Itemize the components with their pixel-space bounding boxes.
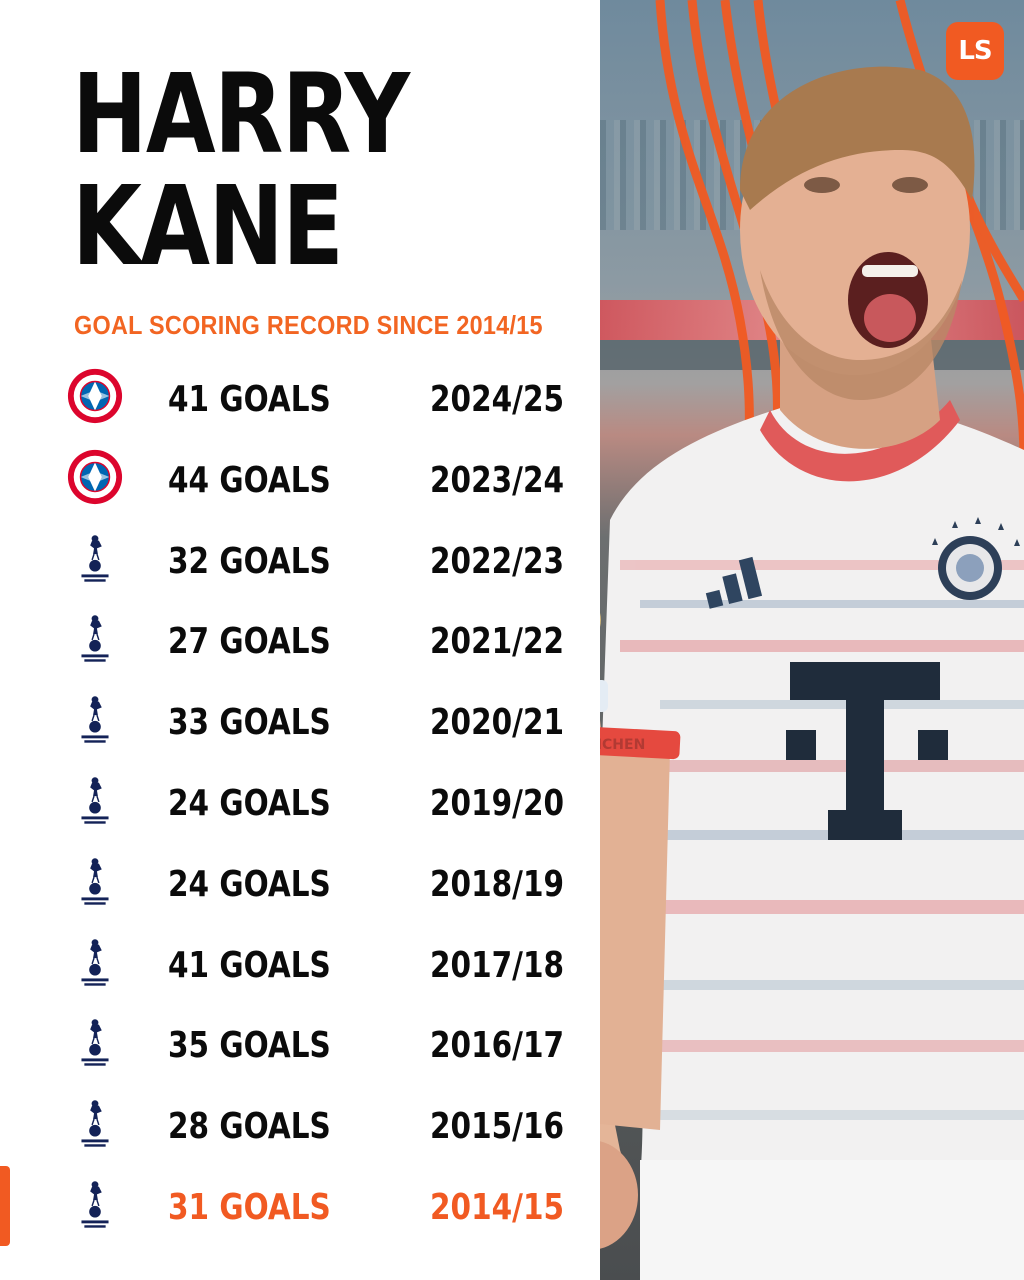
season-label: 2021/22: [430, 621, 565, 663]
tottenham-crest-icon: [66, 1013, 124, 1071]
page-title: HARRY KANE: [72, 50, 410, 290]
goal-count: 32 GOALS: [168, 540, 331, 582]
goal-count: 41 GOALS: [168, 379, 331, 420]
season-row: 41 GOALS 2024/25: [0, 365, 600, 445]
tottenham-crest-icon: [66, 1094, 124, 1152]
fifa-patch: [600, 612, 601, 628]
season-label: 2015/16: [430, 1106, 565, 1148]
season-row: 32 GOALS 2022/23: [0, 527, 600, 607]
season-row: 27 GOALS 2021/22: [0, 607, 600, 687]
goal-count: 33 GOALS: [168, 702, 331, 744]
goal-count: 27 GOALS: [168, 621, 331, 663]
tottenham-crest-icon: [66, 1175, 124, 1233]
telekom-sponsor-logo: [786, 662, 948, 840]
tottenham-crest-icon: [66, 529, 124, 587]
tottenham-crest-icon: [66, 933, 124, 991]
bayern-crest-icon: [66, 367, 124, 425]
season-label: 2024/25: [430, 379, 565, 420]
season-row: 41 GOALS 2017/18: [0, 931, 600, 1011]
bayern-shirt-badge: [932, 517, 1020, 600]
season-row: 24 GOALS 2018/19: [0, 850, 600, 930]
goal-count: 41 GOALS: [168, 944, 331, 986]
title-last-name: KANE: [72, 162, 344, 290]
tottenham-crest-icon: [66, 852, 124, 910]
season-label: 2014/15: [430, 1187, 565, 1228]
accent-edge-tab: [0, 1166, 10, 1246]
season-row: 33 GOALS 2020/21: [0, 688, 600, 768]
goal-count: 24 GOALS: [168, 783, 331, 824]
season-row: 44 GOALS 2023/24: [0, 446, 600, 526]
jersey-pattern: [620, 560, 1024, 1120]
goal-count: 28 GOALS: [168, 1106, 331, 1148]
season-label: 2019/20: [430, 783, 565, 824]
tottenham-crest-icon: [66, 771, 124, 829]
season-row: 28 GOALS 2015/16: [0, 1092, 600, 1172]
tottenham-crest-icon: [66, 609, 124, 667]
season-row: 24 GOALS 2019/20: [0, 769, 600, 849]
goal-count: 31 GOALS: [168, 1187, 331, 1228]
season-label: 2016/17: [430, 1025, 565, 1067]
goal-count: 35 GOALS: [168, 1025, 331, 1067]
goal-count: 44 GOALS: [168, 459, 331, 501]
season-row: 31 GOALS 2014/15: [0, 1173, 600, 1253]
page-subtitle: GOAL SCORING RECORD SINCE 2014/15: [74, 310, 543, 340]
season-label: 2018/19: [430, 863, 565, 905]
adidas-logo: [705, 556, 763, 609]
player-illustration: MÜNCHEN: [600, 0, 1024, 1280]
season-label: 2020/21: [430, 702, 565, 744]
title-first-name: HARRY: [72, 50, 410, 178]
goal-count: 24 GOALS: [168, 863, 331, 905]
season-label: 2017/18: [430, 944, 565, 986]
player-photo: MÜNCHEN: [600, 0, 1024, 1280]
sleeve-text: MÜNCHEN: [600, 735, 645, 753]
football-unites-patch: [600, 680, 608, 712]
ls-brand-logo: LS: [946, 22, 1004, 80]
season-label: 2023/24: [430, 459, 565, 501]
season-label: 2022/23: [430, 540, 565, 582]
season-row: 35 GOALS 2016/17: [0, 1011, 600, 1091]
tottenham-crest-icon: [66, 690, 124, 748]
bayern-crest-icon: [66, 448, 124, 506]
